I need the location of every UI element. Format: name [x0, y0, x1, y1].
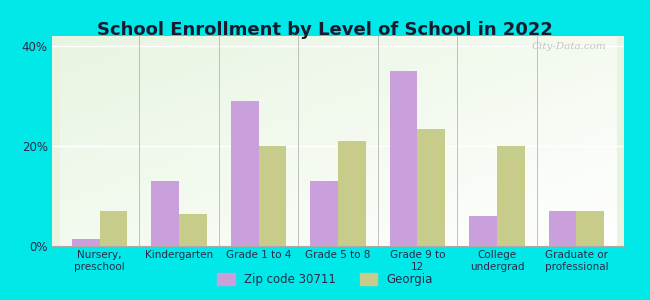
Bar — [389, 71, 417, 246]
Legend: Zip code 30711, Georgia: Zip code 30711, Georgia — [212, 268, 438, 291]
Bar — [310, 181, 338, 246]
Text: City-Data.com: City-Data.com — [532, 42, 607, 51]
Text: School Enrollment by Level of School in 2022: School Enrollment by Level of School in … — [97, 21, 553, 39]
Bar — [549, 211, 577, 246]
Bar — [497, 146, 525, 246]
Bar — [338, 141, 366, 246]
Bar — [72, 238, 99, 246]
Bar — [469, 216, 497, 246]
Bar — [577, 211, 604, 246]
Bar — [99, 211, 127, 246]
Bar — [259, 146, 287, 246]
Bar — [151, 181, 179, 246]
Bar — [417, 128, 445, 246]
Bar — [231, 101, 259, 246]
Bar — [179, 214, 207, 246]
